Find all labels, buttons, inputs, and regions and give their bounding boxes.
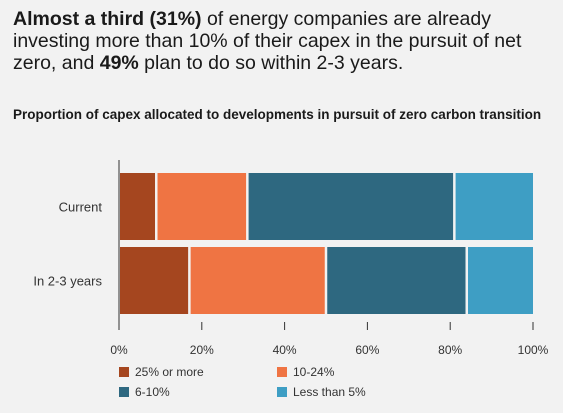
chart-title: Proportion of capex allocated to develop… — [13, 107, 542, 122]
x-tick-label: 60% — [355, 343, 379, 357]
bar-segment — [455, 173, 533, 240]
category-label: Current — [59, 200, 103, 215]
legend-label: 6-10% — [135, 385, 170, 399]
headline: Almost a third (31%) of energy companies… — [13, 8, 553, 74]
x-tick-label: 20% — [190, 343, 214, 357]
category-label: In 2-3 years — [33, 274, 102, 289]
headline-text-2: plan to do so within 2-3 years. — [138, 52, 404, 74]
x-tick-label: 40% — [273, 343, 297, 357]
legend-label: Less than 5% — [293, 385, 366, 399]
bar-segment — [468, 247, 533, 314]
legend-label: 10-24% — [293, 365, 335, 379]
bar-segment — [120, 173, 156, 240]
x-tick-label: 100% — [518, 343, 549, 357]
legend-swatch — [119, 367, 129, 377]
legend-swatch — [119, 387, 129, 397]
bar-segment — [248, 173, 454, 240]
headline-bold-1: Almost a third (31%) — [13, 8, 202, 30]
bar-segment — [190, 247, 325, 314]
x-tick-label: 80% — [438, 343, 462, 357]
x-tick-label: 0% — [110, 343, 128, 357]
bar-segment — [327, 247, 466, 314]
legend-swatch — [277, 367, 287, 377]
headline-bold-2: 49% — [99, 52, 139, 74]
bar-segment — [120, 247, 189, 314]
bar-segment — [157, 173, 247, 240]
legend-swatch — [277, 387, 287, 397]
headline-text-1: of energy companies are already investin… — [13, 8, 522, 74]
legend-label: 25% or more — [135, 365, 204, 379]
